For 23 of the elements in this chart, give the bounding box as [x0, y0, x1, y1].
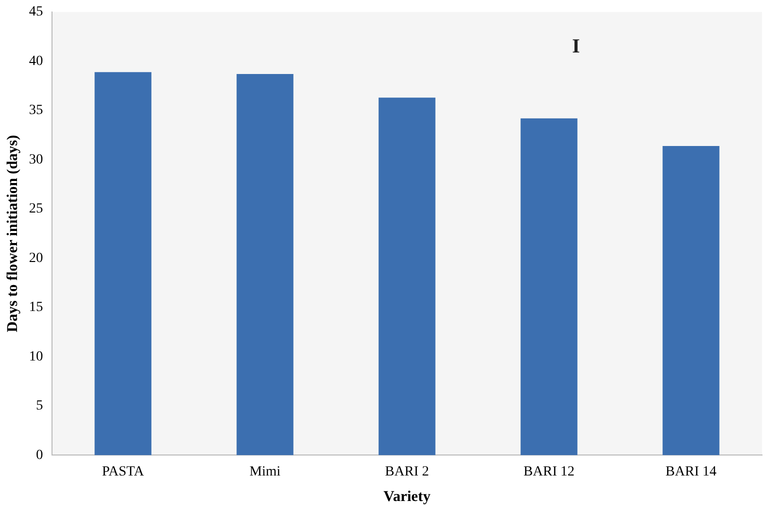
- y-tick-label: 35: [29, 103, 43, 118]
- y-tick-label: 25: [29, 202, 43, 217]
- x-tick-label: BARI 12: [524, 464, 574, 480]
- x-tick-label: Mimi: [249, 464, 281, 480]
- y-tick-label: 0: [36, 448, 43, 463]
- y-tick-label: 45: [29, 4, 43, 20]
- x-tick-label: BARI 2: [385, 464, 429, 480]
- y-tick-label: 5: [36, 398, 43, 414]
- y-tick-label: 30: [29, 152, 43, 168]
- bar: [236, 74, 294, 456]
- y-tick-label: 40: [29, 54, 43, 69]
- x-tick-label: BARI 14: [666, 464, 716, 480]
- y-axis-title: Days to flower initiation (days): [4, 134, 21, 332]
- annotation: I: [572, 36, 580, 58]
- bar: [94, 72, 152, 456]
- x-tick-label: PASTA: [102, 464, 145, 480]
- bar: [378, 98, 436, 456]
- bar: [520, 118, 578, 456]
- y-tick-label: 20: [29, 250, 43, 266]
- y-tick-label: 15: [29, 300, 43, 316]
- y-tick-label: 10: [29, 349, 43, 364]
- bar: [662, 146, 720, 456]
- x-axis-title: Variety: [384, 488, 431, 505]
